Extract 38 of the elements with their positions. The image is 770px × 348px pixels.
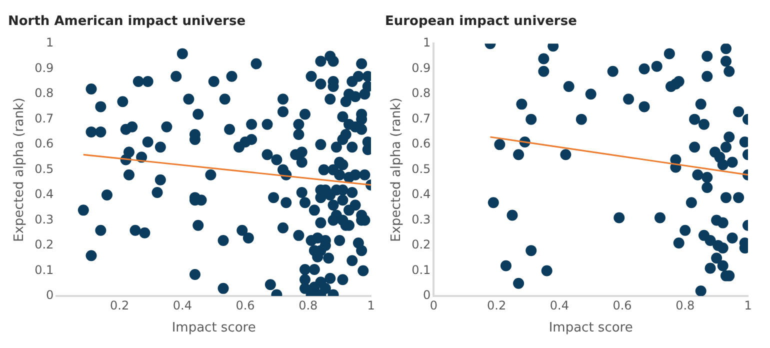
- chart-title: North American impact universe: [8, 14, 246, 30]
- y-tick-label: 0: [423, 288, 431, 302]
- y-tick-label: 0.3: [412, 212, 431, 226]
- y-axis-title: Expected alpha (rank): [389, 98, 404, 242]
- x-tick-label: 0.8: [676, 298, 695, 312]
- y-tick-label: 0.5: [34, 162, 54, 176]
- y-tick-label: 0: [46, 288, 54, 302]
- y-tick-label: 0.4: [34, 187, 54, 202]
- y-tick-label: 0.4: [412, 187, 431, 202]
- x-tick-label: 0.4: [550, 298, 569, 312]
- x-tick-label: 0.8: [298, 298, 318, 312]
- x-axis-title: Impact score: [172, 320, 256, 336]
- x-tick-label: 0.6: [236, 298, 255, 312]
- y-tick-label: 0.8: [412, 86, 431, 100]
- y-tick-label: 0.7: [412, 111, 431, 126]
- y-tick-label: 0.5: [412, 162, 431, 176]
- y-tick-label: 0.2: [412, 238, 431, 252]
- y-tick-label: 0.1: [412, 262, 431, 277]
- y-tick-label: 0.9: [412, 60, 431, 75]
- y-tick-label: 0.9: [34, 60, 54, 75]
- x-tick-label: 0.2: [110, 298, 130, 312]
- x-tick-label: 0.2: [487, 298, 506, 312]
- y-tick-label: 0.2: [34, 238, 54, 252]
- y-tick-label: 0.7: [34, 111, 54, 126]
- y-tick-label: 0.6: [34, 136, 54, 151]
- y-tick-label: 0.3: [34, 212, 54, 226]
- x-axis-title: Impact score: [548, 320, 633, 336]
- x-tick-label: 0.4: [172, 298, 192, 312]
- y-axis-title: Expected alpha (rank): [12, 98, 28, 242]
- y-tick-label: 1: [423, 36, 431, 50]
- y-tick-label: 0.1: [34, 262, 54, 277]
- x-tick-label: 0.6: [612, 298, 632, 312]
- x-tick-label: 1: [744, 298, 752, 312]
- chart-title: European impact universe: [385, 14, 578, 30]
- y-tick-label: 0.8: [34, 86, 54, 100]
- y-tick-label: 1: [46, 36, 54, 50]
- y-tick-label: 0.6: [412, 136, 431, 151]
- x-tick-label: 1: [367, 298, 375, 312]
